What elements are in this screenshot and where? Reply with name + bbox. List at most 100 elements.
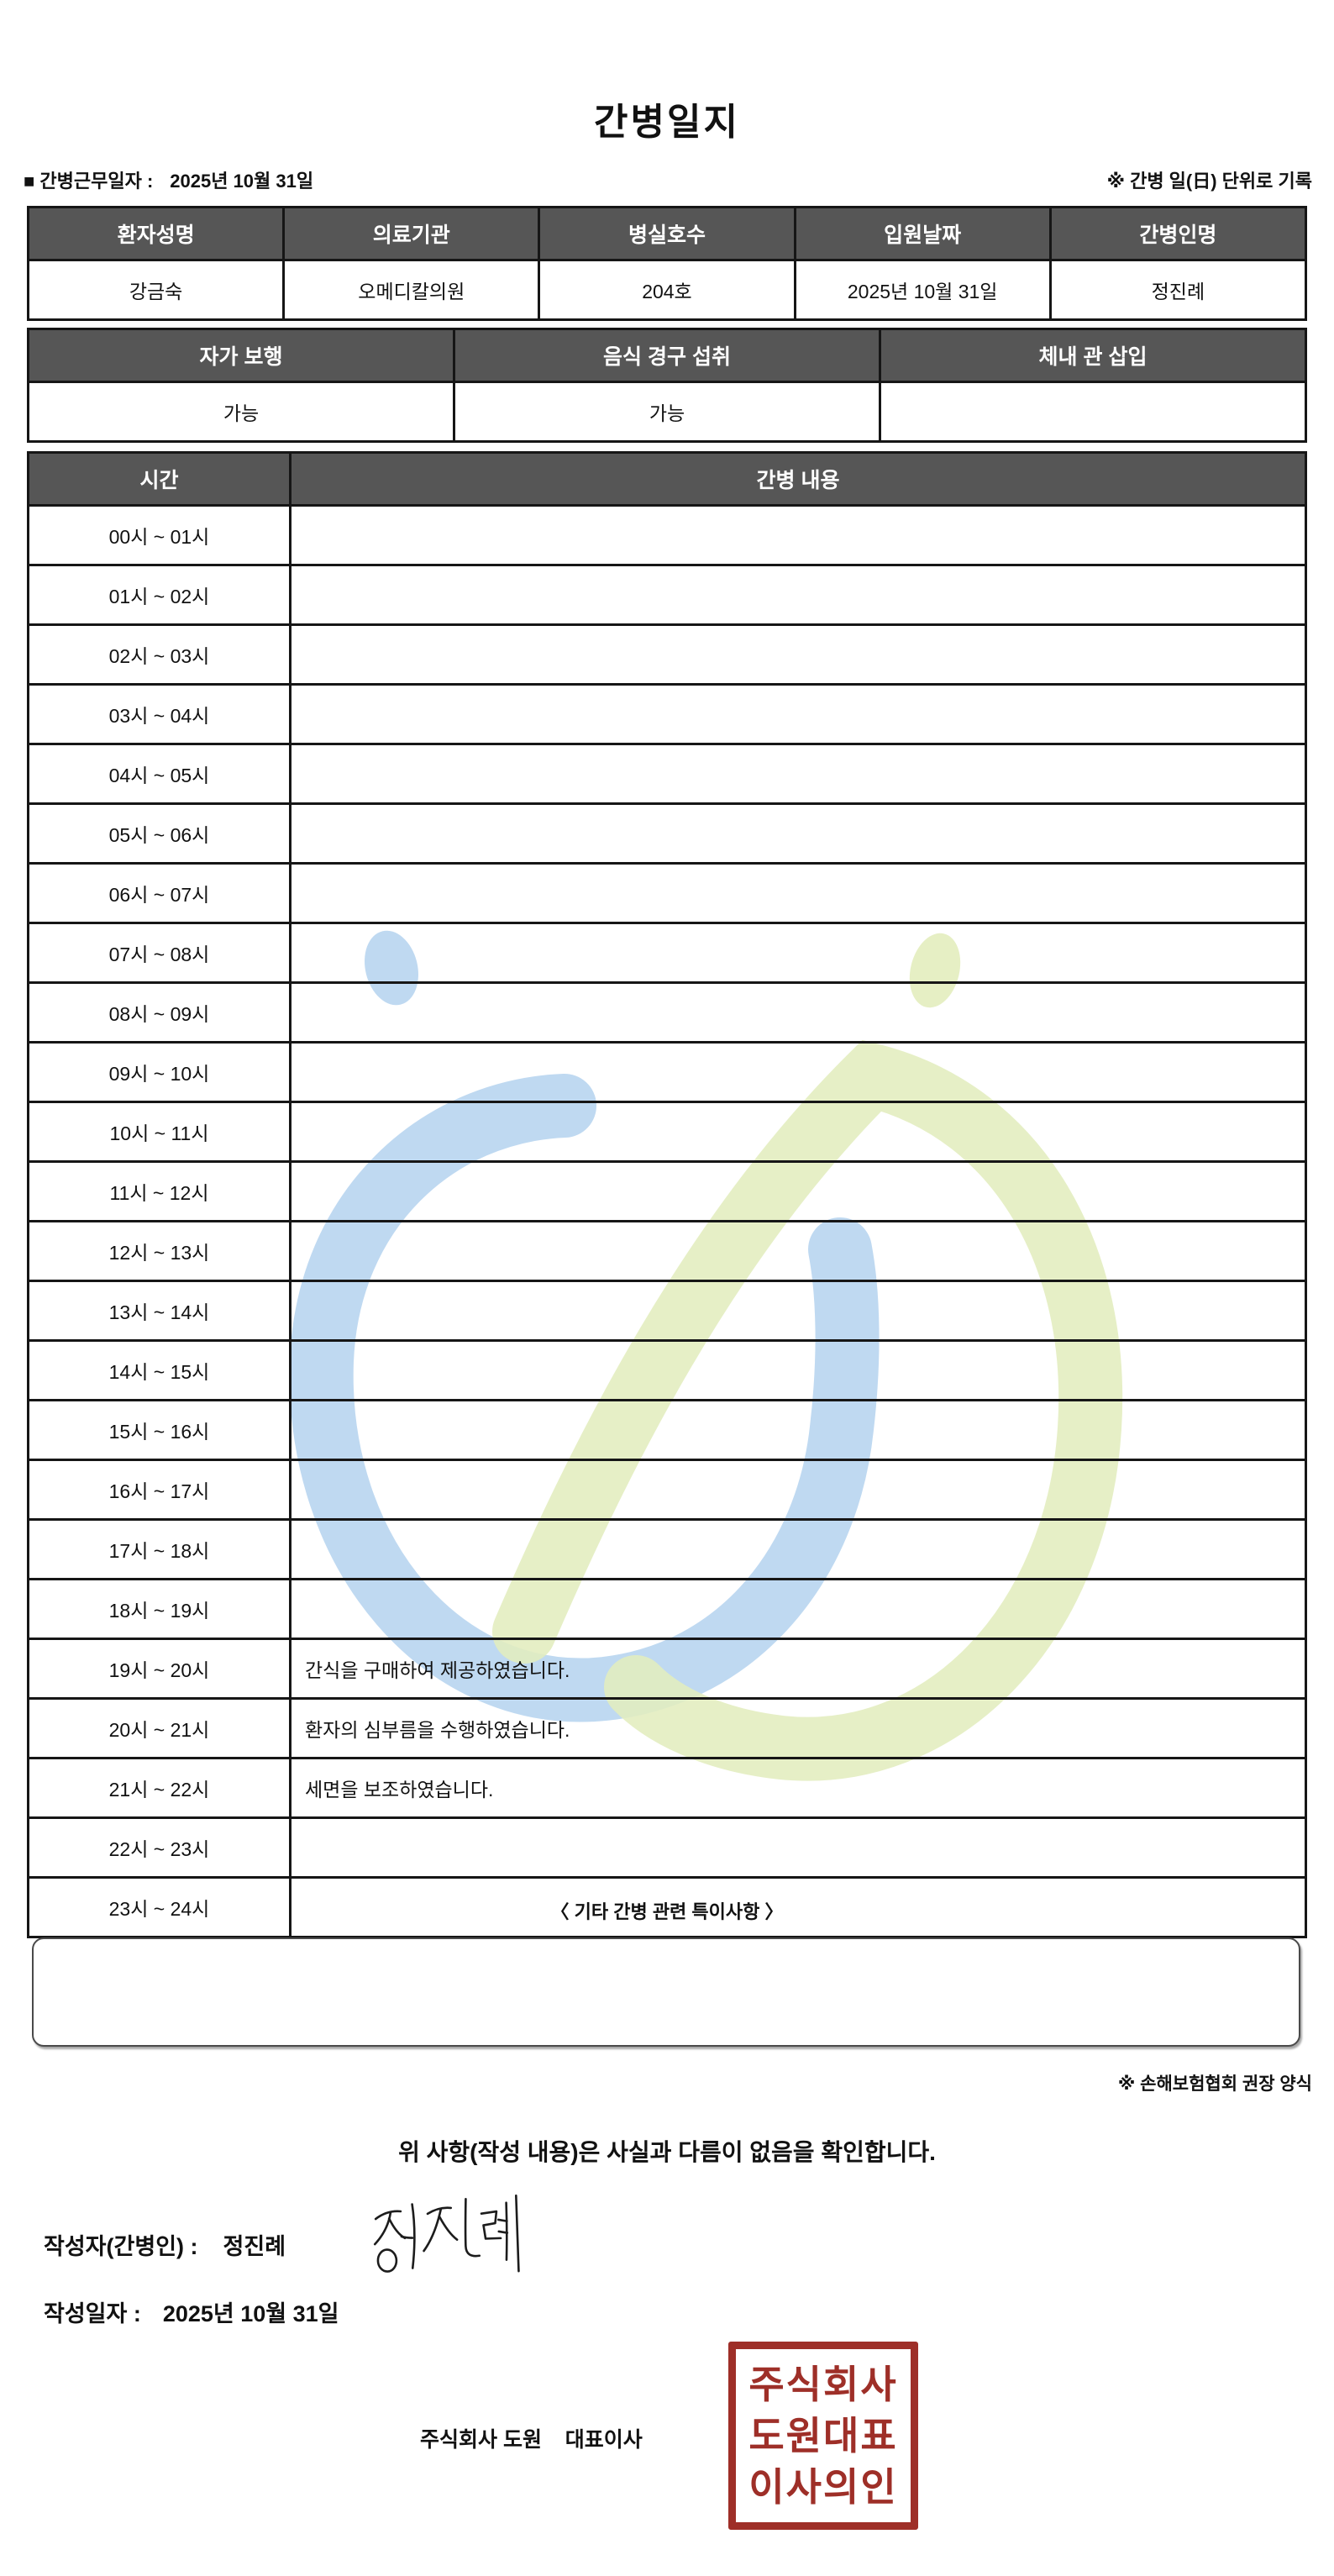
care-content-cell: [289, 1459, 1307, 1521]
care-row: 12시 ~ 13시: [27, 1220, 1307, 1282]
care-content-cell: [289, 564, 1307, 626]
care-content-cell: [289, 1280, 1307, 1342]
work-date-value: 2025년 10월 31일: [170, 171, 314, 192]
time-cell: 06시 ~ 07시: [27, 862, 291, 924]
info-header-cell: 입원날짜: [793, 206, 1052, 261]
status-header-cell: 자가 보행: [27, 328, 455, 383]
date-label: 작성일자 :: [44, 2301, 141, 2326]
care-row: 07시 ~ 08시: [27, 922, 1307, 984]
unit-note: ※ 간병 일(日) 단위로 기록: [1106, 171, 1312, 192]
care-row: 22시 ~ 23시: [27, 1816, 1307, 1879]
care-content-cell: [289, 1041, 1307, 1103]
care-row: 14시 ~ 15시: [27, 1339, 1307, 1401]
time-cell: 11시 ~ 12시: [27, 1160, 291, 1222]
care-row: 21시 ~ 22시 세면을 보조하였습니다.: [27, 1757, 1307, 1819]
status-header-row: 자가 보행 음식 경구 섭취 체내 관 삽입: [27, 328, 1307, 383]
handwritten-signature: [373, 2194, 520, 2273]
care-row: 18시 ~ 19시: [27, 1578, 1307, 1640]
time-header-cell: 시간: [27, 451, 291, 507]
care-content-cell: [289, 862, 1307, 924]
special-notes-box: [32, 1937, 1300, 2047]
time-cell: 10시 ~ 11시: [27, 1101, 291, 1163]
care-content-cell: [289, 743, 1307, 805]
tube-insertion-value: [879, 381, 1307, 443]
time-cell: 21시 ~ 22시: [27, 1757, 291, 1819]
writer-label: 작성자(간병인) :: [44, 2234, 198, 2259]
care-content-cell: [289, 1816, 1307, 1879]
care-log-table: 시간 간병 내용 00시 ~ 01시 01시 ~ 02시 02시 ~ 03시 03시 …: [27, 451, 1307, 1938]
work-date-label: ■ 간병근무일자 :: [24, 171, 154, 192]
care-content-cell: [289, 504, 1307, 566]
time-cell: 09시 ~ 10시: [27, 1041, 291, 1103]
care-content-cell: [289, 1399, 1307, 1461]
confirmation-statement: 위 사항(작성 내용)은 사실과 다름이 없음을 확인합니다.: [398, 2139, 936, 2165]
time-cell: 22시 ~ 23시: [27, 1816, 291, 1879]
patient-info-table: 환자성명 의료기관 병실호수 입원날짜 간병인명 강금숙 오메디칼의원 204호…: [26, 206, 1308, 321]
care-content-cell: 세면을 보조하였습니다.: [289, 1757, 1307, 1819]
care-content-cell: [289, 1160, 1307, 1222]
time-cell: 05시 ~ 06시: [27, 802, 291, 865]
time-cell: 03시 ~ 04시: [27, 683, 291, 745]
time-cell: 17시 ~ 18시: [27, 1518, 291, 1580]
patient-status-table: 자가 보행 음식 경구 섭취 체내 관 삽입 가능 가능: [27, 328, 1307, 443]
care-header-row: 시간 간병 내용: [27, 451, 1307, 507]
writer-name: 정진례: [223, 2234, 286, 2259]
corporate-seal-stamp: 주식회사 도원대표 이사의인: [728, 2342, 918, 2530]
time-cell: 14시 ~ 15시: [27, 1339, 291, 1401]
company-ceo-line: 주식회사 도원 대표이사: [420, 2428, 643, 2452]
care-row: 08시 ~ 09시: [27, 981, 1307, 1044]
care-row: 02시 ~ 03시: [27, 623, 1307, 686]
care-content-header-cell: 간병 내용: [289, 451, 1307, 507]
care-content-cell: [289, 802, 1307, 865]
time-cell: 02시 ~ 03시: [27, 623, 291, 686]
care-content-cell: [289, 1339, 1307, 1401]
info-header-cell: 간병인명: [1048, 206, 1308, 261]
care-row: 05시 ~ 06시: [27, 802, 1307, 865]
care-row: 01시 ~ 02시: [27, 564, 1307, 626]
date-value: 2025년 10월 31일: [162, 2301, 339, 2326]
work-date-line: ■ 간병근무일자 : 2025년 10월 31일: [24, 166, 313, 193]
time-cell: 13시 ~ 14시: [27, 1280, 291, 1342]
self-walking-value: 가능: [27, 381, 455, 443]
care-content-cell: [289, 683, 1307, 745]
writer-line: 작성자(간병인) : 정진례: [44, 2228, 286, 2261]
info-value-row: 강금숙 오메디칼의원 204호 2025년 10월 31일 정진례: [26, 259, 1308, 321]
care-row: 20시 ~ 21시 환자의 심부름을 수행하였습니다.: [27, 1697, 1307, 1759]
care-row: 15시 ~ 16시: [27, 1399, 1307, 1461]
time-cell: 19시 ~ 20시: [27, 1638, 291, 1700]
info-header-cell: 의료기관: [282, 206, 541, 261]
oral-intake-value: 가능: [453, 381, 881, 443]
care-row: 11시 ~ 12시: [27, 1160, 1307, 1222]
time-cell: 18시 ~ 19시: [27, 1578, 291, 1640]
care-content-cell: [289, 1518, 1307, 1580]
stamp-text-row: 도원대표: [748, 2414, 898, 2458]
date-line: 작성일자 : 2025년 10월 31일: [44, 2295, 339, 2328]
care-content-cell: [289, 922, 1307, 984]
care-row: 19시 ~ 20시 간식을 구매하여 제공하였습니다.: [27, 1638, 1307, 1700]
medical-institution-value: 오메디칼의원: [282, 259, 541, 321]
care-row: 06시 ~ 07시: [27, 862, 1307, 924]
care-row: 16시 ~ 17시: [27, 1459, 1307, 1521]
time-cell: 15시 ~ 16시: [27, 1399, 291, 1461]
care-row: 13시 ~ 14시: [27, 1280, 1307, 1342]
status-header-cell: 음식 경구 섭취: [453, 328, 881, 383]
time-cell: 04시 ~ 05시: [27, 743, 291, 805]
care-row: 23시 ~ 24시: [27, 1876, 1307, 1938]
care-row: 17시 ~ 18시: [27, 1518, 1307, 1580]
time-cell: 01시 ~ 02시: [27, 564, 291, 626]
time-cell: 16시 ~ 17시: [27, 1459, 291, 1521]
info-header-cell: 병실호수: [538, 206, 796, 261]
time-cell: 08시 ~ 09시: [27, 981, 291, 1044]
care-content-cell: [289, 981, 1307, 1044]
care-row: 09시 ~ 10시: [27, 1041, 1307, 1103]
care-content-cell: [289, 623, 1307, 686]
info-header-row: 환자성명 의료기관 병실호수 입원날짜 간병인명: [26, 206, 1308, 261]
time-cell: 23시 ~ 24시: [27, 1876, 291, 1938]
care-row: 03시 ~ 04시: [27, 683, 1307, 745]
page-title: 간병일지: [594, 102, 740, 144]
care-row: 04시 ~ 05시: [27, 743, 1307, 805]
care-content-cell: [289, 1876, 1307, 1938]
time-cell: 07시 ~ 08시: [27, 922, 291, 984]
time-cell: 12시 ~ 13시: [27, 1220, 291, 1282]
meta-row: ■ 간병근무일자 : 2025년 10월 31일 ※ 간병 일(日) 단위로 기록: [24, 166, 1312, 193]
